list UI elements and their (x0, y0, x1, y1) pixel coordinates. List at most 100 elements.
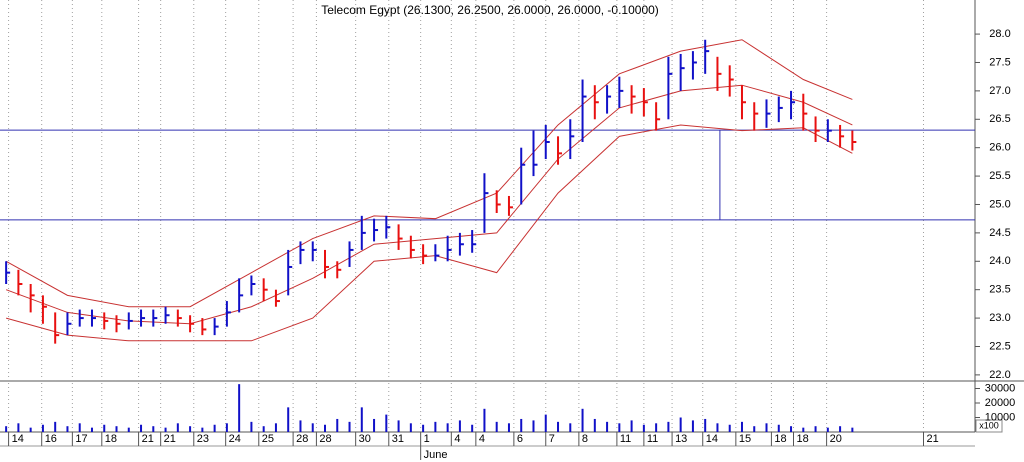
chart-title: Telecom Egypt (26.1300, 26.2500, 26.0000… (321, 3, 659, 17)
y-tick-label: 26.5 (989, 113, 1010, 125)
volume-bar (630, 420, 633, 432)
y-tick-label: 22.0 (989, 369, 1010, 381)
volume-bar (311, 423, 314, 432)
volume-bar (29, 427, 32, 432)
x-tick-label: 20 (830, 433, 842, 445)
x-tick-label: 6 (517, 433, 523, 445)
y-tick-label: 23.0 (989, 312, 1010, 324)
volume-bar (90, 427, 93, 432)
volume-bar (446, 423, 449, 432)
volume-bar (434, 421, 437, 432)
x-tick-label: 21 (142, 433, 154, 445)
volume-bar (495, 421, 498, 432)
volume-bar (814, 426, 817, 432)
x-tick-label: 16 (45, 433, 57, 445)
x-tick-label: 11 (620, 433, 631, 445)
volume-bar (54, 421, 57, 432)
volume-bar (103, 424, 106, 432)
volume-bar (348, 421, 351, 432)
volume-bar (483, 408, 486, 432)
x-tick-label: 4 (479, 433, 485, 445)
volume-bar (839, 426, 842, 432)
volume-bar (716, 423, 719, 432)
volume-bar (679, 417, 682, 432)
volume-bar (618, 423, 621, 432)
volume-bar (373, 418, 376, 432)
volume-bar (66, 426, 69, 432)
volume-bar (851, 427, 854, 432)
x-tick-label: 17 (75, 433, 87, 445)
volume-bar (728, 424, 731, 432)
volume-bar (593, 418, 596, 432)
x-tick-label: 8 (582, 433, 588, 445)
y-tick-label: 10000 (985, 411, 1016, 423)
x-tick-label: 1 (424, 433, 430, 445)
x-tick-label: 14 (706, 433, 718, 445)
x-tick-label: 13 (675, 433, 687, 445)
x-tick-label: 28 (319, 433, 331, 445)
volume-bar (753, 426, 756, 432)
y-tick-label: 24.5 (989, 227, 1010, 239)
y-tick-label: 25.5 (989, 170, 1010, 182)
volume-bar (152, 426, 155, 432)
volume-bar (667, 421, 670, 432)
volume-bar (397, 420, 400, 432)
volume-bar (691, 420, 694, 432)
volume-bar (336, 418, 339, 432)
volume-bar (140, 424, 143, 432)
x-tick-label: 31 (392, 433, 404, 445)
volume-bar (225, 423, 228, 432)
y-tick-label: 30000 (985, 382, 1016, 394)
volume-bar (642, 424, 645, 432)
volume-bar (176, 423, 179, 432)
volume-bar (41, 424, 44, 432)
volume-bar (17, 423, 20, 432)
volume-bar (606, 421, 609, 432)
volume-bar (471, 424, 474, 432)
volume-bar (740, 421, 743, 432)
x-tick-label: 28 (296, 433, 308, 445)
volume-bar (569, 423, 572, 432)
volume-bar (287, 407, 290, 432)
volume-bar (507, 423, 510, 432)
volume-bar (360, 407, 363, 432)
y-tick-label: 22.5 (989, 340, 1010, 352)
volume-bar (532, 420, 535, 432)
y-tick-label: 27.0 (989, 85, 1010, 97)
volume-bar (557, 421, 560, 432)
volume-bar (127, 427, 130, 432)
y-tick-label: 20000 (985, 397, 1016, 409)
volume-bar (802, 427, 805, 432)
x-sublabel: June (424, 449, 448, 461)
volume-bar (581, 408, 584, 432)
volume-bar (409, 423, 412, 432)
y-tick-label: 24.0 (989, 255, 1010, 267)
x-tick-label: 11 (647, 433, 658, 445)
y-tick-label: 26.0 (989, 142, 1010, 154)
volume-bar (274, 423, 277, 432)
y-tick-label: 28.0 (989, 28, 1010, 40)
x-tick-label: 4 (454, 433, 460, 445)
x-tick-label: 18 (774, 433, 786, 445)
x-tick-label: 14 (12, 433, 24, 445)
volume-bar (78, 423, 81, 432)
x-tick-label: 7 (549, 433, 555, 445)
volume-bar (777, 424, 780, 432)
y-tick-label: 23.5 (989, 284, 1010, 296)
x-tick-label: 23 (197, 433, 209, 445)
volume-bar (385, 414, 388, 432)
volume-bar (299, 420, 302, 432)
volume-bar (164, 427, 167, 432)
x-tick-label: 24 (229, 433, 241, 445)
unit-box (975, 419, 1003, 433)
volume-bar (422, 424, 425, 432)
x-tick-label: 18 (105, 433, 117, 445)
volume-bar (238, 384, 241, 432)
volume-bar (5, 426, 8, 432)
x-tick-label: 21 (164, 433, 176, 445)
volume-bar (826, 427, 829, 432)
volume-bar (544, 414, 547, 432)
unit-label: x100 (979, 420, 999, 430)
